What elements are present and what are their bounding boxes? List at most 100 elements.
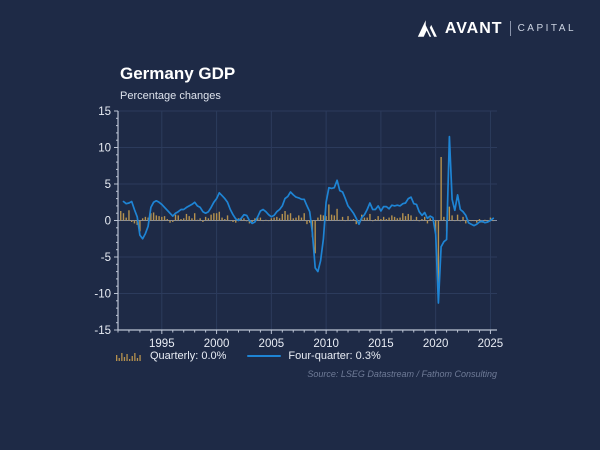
quarterly-bar — [139, 220, 141, 232]
quarterly-bar — [292, 218, 294, 221]
quarterly-bar — [380, 219, 382, 221]
quarterly-bar — [128, 210, 130, 221]
quarterly-bar — [418, 220, 420, 222]
four-quarter-line — [122, 135, 495, 304]
quarterly-bar — [273, 217, 275, 221]
quarterly-bar — [270, 218, 273, 221]
quarterly-bar — [204, 216, 207, 221]
quarterly-bar — [224, 219, 226, 221]
quarterly-bar — [141, 218, 144, 221]
quarterly-bar — [259, 217, 262, 221]
quarterly-bar — [163, 216, 166, 221]
quarterly-bar — [366, 217, 368, 221]
quarterly-bar — [492, 220, 494, 222]
quarterly-bar — [284, 211, 286, 221]
quarterly-bar — [393, 216, 396, 221]
quarterly-bar — [191, 218, 193, 221]
quarterly-bar — [215, 213, 218, 221]
quarterly-bar — [169, 220, 171, 223]
quarterly-bar — [374, 219, 377, 221]
quarterly-bar — [451, 215, 453, 221]
quarterly-bar — [166, 219, 168, 221]
quarterly-bar — [319, 214, 322, 221]
chart-legend: Quarterly: 0.0% Four-quarter: 0.3% — [115, 349, 395, 362]
quarterly-bar — [183, 218, 185, 221]
quarterly-bar — [196, 219, 199, 221]
x-tick-label: 2020 — [423, 338, 449, 350]
quarterly-bar — [303, 213, 305, 221]
y-tick-label: -10 — [94, 289, 111, 301]
quarterly-bar — [456, 214, 459, 221]
quarterly-bar — [470, 220, 472, 222]
quarterly-bar — [278, 218, 281, 221]
quarterly-bar — [235, 220, 237, 223]
quarterly-bar — [122, 213, 125, 221]
quarterly-bar — [298, 215, 300, 221]
quarterly-bar — [448, 206, 451, 221]
quarterly-bar — [314, 220, 316, 254]
brand-divider — [509, 21, 511, 36]
x-tick-label: 2025 — [478, 338, 504, 350]
quarterly-bar — [344, 220, 346, 222]
quarterly-bar — [130, 220, 133, 222]
x-tick-label: 2015 — [368, 338, 394, 350]
quarterly-bar — [136, 220, 138, 225]
quarterly-bar — [262, 220, 264, 222]
quarterly-bar — [330, 214, 333, 221]
quarterly-bar — [120, 211, 122, 221]
quarterly-bar — [193, 213, 196, 221]
quarterly-bar — [232, 220, 234, 222]
quarterly-bar — [484, 219, 486, 221]
quarterly-bar — [144, 216, 147, 221]
quarterly-bar — [133, 220, 136, 224]
gdp-combo-chart: 15 10 5 0 -5 -10 -15 1995 2000 2005 2010 2015 2020 20… — [94, 106, 504, 350]
quarterly-bar — [226, 215, 229, 221]
quarterly-bar — [155, 215, 158, 221]
source-attribution: Source: LSEG Datastream / Fathom Consult… — [307, 369, 497, 379]
quarterly-bar — [424, 216, 426, 221]
x-tick-label: 2000 — [204, 338, 230, 350]
legend-quarterly-label: Quarterly: 0.0% — [150, 349, 227, 362]
quarterly-bar — [180, 219, 182, 221]
quarterly-bar — [172, 220, 174, 222]
quarterly-bar — [426, 220, 429, 224]
quarterly-bar — [369, 213, 371, 221]
quarterly-bar — [396, 218, 399, 221]
quarterly-bar — [147, 217, 149, 221]
quarterly-bar — [210, 214, 212, 221]
quarterly-bar — [177, 215, 179, 221]
quarterly-bar — [246, 220, 248, 222]
quarterly-bar — [240, 219, 242, 221]
y-tick-label: 0 — [105, 216, 111, 228]
quarterly-bar — [429, 218, 431, 221]
quarterly-bar — [322, 215, 325, 221]
quarterly-bar — [363, 217, 366, 221]
quarterly-bar — [325, 216, 327, 221]
legend-four-quarter-label: Four-quarter: 0.3% — [288, 349, 381, 362]
quarterly-bar — [174, 214, 177, 221]
quarterly-bar — [478, 219, 481, 221]
quarterly-bar — [350, 219, 352, 221]
y-tick-label: 5 — [105, 179, 111, 191]
quarterly-bar — [150, 213, 152, 221]
page-title: Germany GDP — [120, 64, 236, 83]
quarterly-bar — [388, 217, 390, 221]
quarterly-bar — [347, 216, 349, 221]
quarterly-bar — [421, 219, 423, 221]
quarterly-bar — [207, 218, 210, 221]
quarterly-bar — [341, 216, 344, 221]
brand-suffix: CAPITAL — [517, 23, 576, 34]
quarterly-bar — [229, 220, 231, 222]
four-quarter-line-legend-icon — [247, 354, 282, 357]
quarterly-bars-legend-icon — [116, 353, 141, 361]
y-tick-label: -5 — [101, 252, 111, 264]
quarterly-bar — [476, 220, 478, 223]
quarterly-bar — [382, 216, 385, 221]
page-subtitle: Percentage changes — [120, 90, 221, 102]
quarterly-bar — [221, 217, 223, 221]
quarterly-bar — [443, 216, 445, 221]
quarterly-bar — [437, 220, 440, 292]
quarterly-bar — [289, 213, 292, 221]
quarterly-bar — [467, 219, 470, 221]
quarterly-bar — [462, 216, 464, 221]
